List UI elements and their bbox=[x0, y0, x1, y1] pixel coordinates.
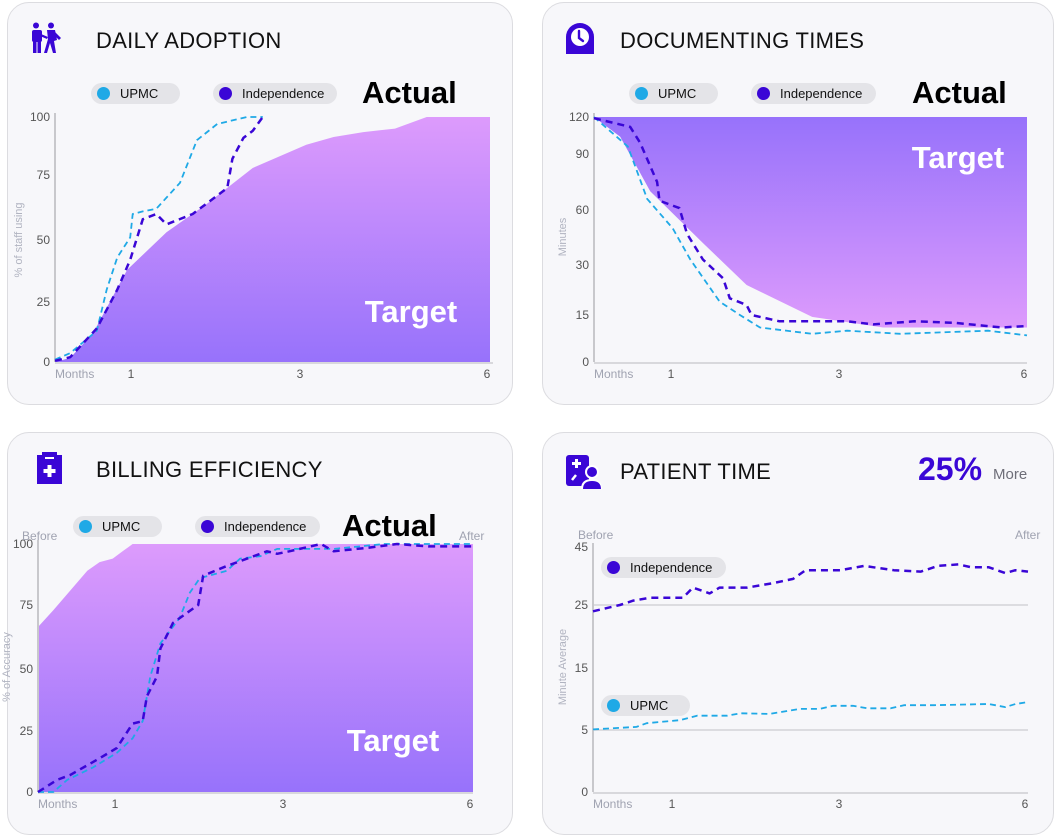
legend-dot-upmc bbox=[607, 699, 620, 712]
legend-label: UPMC bbox=[120, 86, 159, 101]
legend-upmc[interactable]: UPMC bbox=[601, 695, 690, 716]
legend-dot-independence bbox=[607, 561, 620, 574]
legend-dot-upmc bbox=[79, 520, 92, 533]
documenting-times-card bbox=[542, 2, 1054, 405]
legend-label: Independence bbox=[224, 519, 307, 534]
legend-dot-independence bbox=[757, 87, 770, 100]
clipboard-plus-icon bbox=[37, 452, 62, 484]
before-label: Before bbox=[578, 528, 614, 542]
daily-adoption-card bbox=[7, 2, 513, 405]
legend-upmc[interactable]: UPMC bbox=[629, 83, 718, 104]
patient-time-title: PATIENT TIME bbox=[620, 459, 772, 484]
legend-label: Independence bbox=[242, 86, 325, 101]
actual-label: Actual bbox=[362, 75, 457, 110]
legend-independence[interactable]: Independence bbox=[751, 83, 876, 104]
legend-dot-upmc bbox=[635, 87, 648, 100]
legend-dot-independence bbox=[219, 87, 232, 100]
after-label: After bbox=[459, 529, 485, 543]
daily-adoption-title: DAILY ADOPTION bbox=[96, 28, 282, 53]
legend-label: UPMC bbox=[658, 86, 697, 101]
legend-independence[interactable]: Independence bbox=[601, 557, 726, 578]
before-label: Before bbox=[22, 529, 58, 543]
legend-label: Independence bbox=[630, 560, 713, 575]
billing-efficiency-card bbox=[7, 432, 513, 835]
legend-label: UPMC bbox=[630, 698, 669, 713]
after-label: After bbox=[1015, 528, 1041, 542]
people-walking-icon bbox=[32, 22, 61, 53]
legend-independence[interactable]: Independence bbox=[195, 516, 320, 537]
documenting-times-title: DOCUMENTING TIMES bbox=[620, 28, 865, 53]
legend-upmc[interactable]: UPMC bbox=[91, 83, 180, 104]
billing-efficiency-title: BILLING EFFICIENCY bbox=[96, 457, 323, 482]
patient-time-stat: 25% bbox=[918, 451, 983, 487]
legend-independence[interactable]: Independence bbox=[213, 83, 337, 104]
patient-chart-icon bbox=[566, 455, 602, 489]
actual-label: Actual bbox=[912, 75, 1007, 110]
legend-dot-independence bbox=[201, 520, 214, 533]
actual-label: Actual bbox=[342, 508, 437, 543]
legend-dot-upmc bbox=[97, 87, 110, 100]
patient-time-stat-suffix: More bbox=[993, 466, 1028, 483]
legend-label: UPMC bbox=[102, 519, 141, 534]
legend-label: Independence bbox=[780, 86, 863, 101]
clock-icon bbox=[566, 23, 594, 54]
patient-time-card bbox=[542, 432, 1054, 835]
legend-upmc[interactable]: UPMC bbox=[73, 516, 162, 537]
